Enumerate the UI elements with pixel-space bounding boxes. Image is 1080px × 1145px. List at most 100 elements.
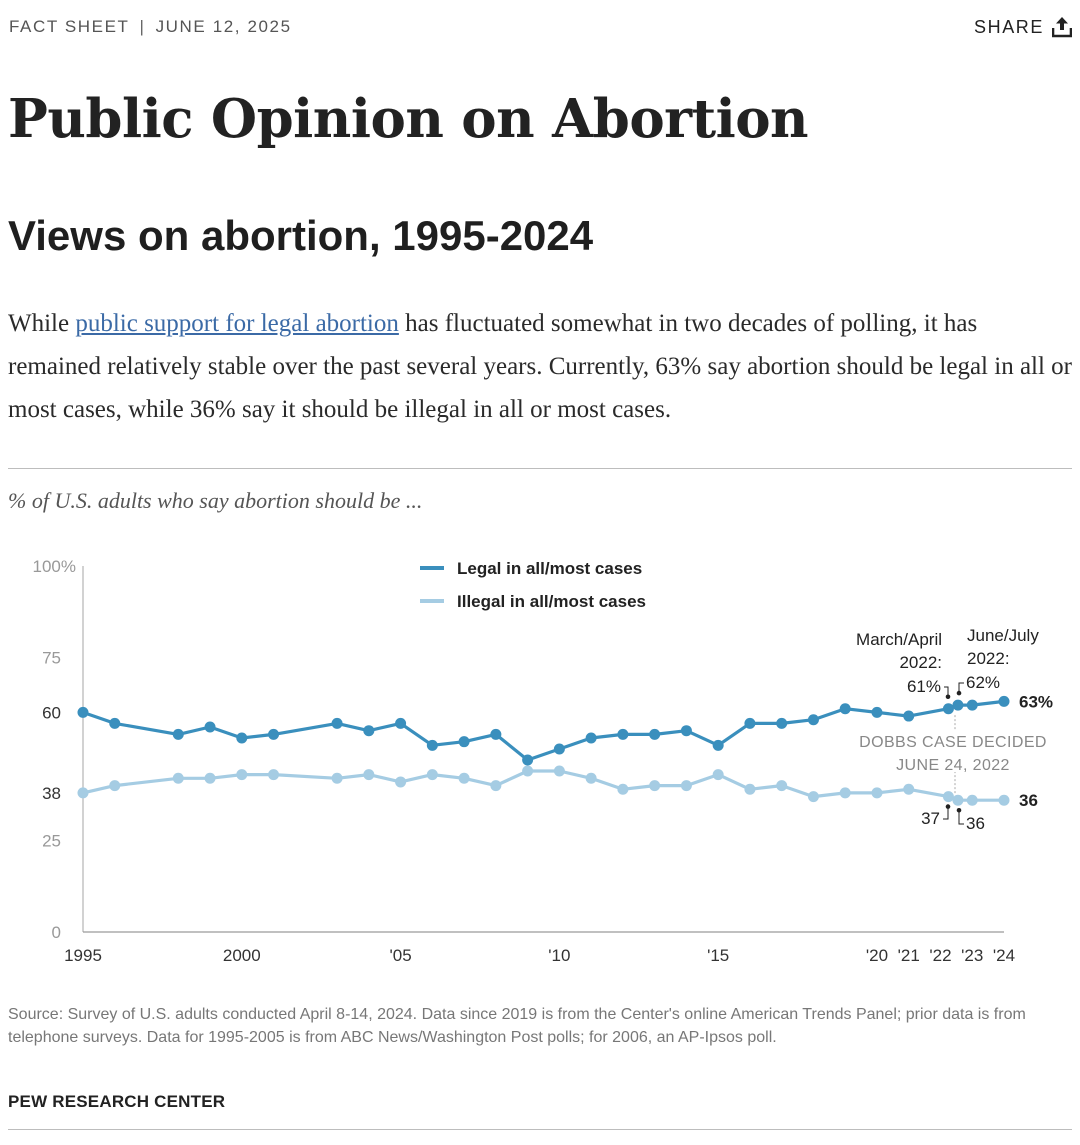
data-point-legal: [268, 728, 280, 740]
data-point-legal: [952, 699, 964, 711]
data-point-illegal: [903, 783, 915, 795]
data-point-illegal: [553, 765, 565, 777]
x-tick-label: '20: [866, 946, 888, 965]
annotation-june-july-legal-value: 62%: [966, 673, 1000, 692]
data-point-illegal: [966, 794, 978, 806]
leader-march-april-legal: [944, 686, 949, 697]
x-tick-label: '10: [548, 946, 570, 965]
data-point-legal: [331, 717, 343, 729]
data-point-illegal: [204, 772, 216, 784]
data-point-legal: [871, 706, 883, 718]
page-title: Public Opinion on Abortion: [8, 88, 809, 150]
data-point-legal: [966, 699, 978, 711]
data-point-illegal: [776, 780, 788, 792]
section-title: Views on abortion, 1995-2024: [8, 212, 594, 259]
y-tick-label: 60: [42, 703, 61, 722]
data-point-legal: [776, 717, 788, 729]
data-point-legal: [839, 703, 851, 715]
annotation-dobbs-line2: JUNE 24, 2022: [896, 757, 1010, 774]
abortion-views-line-chart: 0 25 38 60 75 100% 1995 2000 '05 '10 '15 '20 '21 '22…: [33, 557, 1054, 965]
intro-text-before: While: [8, 310, 76, 337]
annotation-dobbs-line1: DOBBS CASE DECIDED: [859, 734, 1047, 751]
data-point-legal: [395, 717, 407, 729]
data-point-legal: [426, 739, 438, 751]
data-point-illegal: [109, 780, 121, 792]
divider-top: [8, 468, 1072, 469]
data-point-legal: [998, 695, 1010, 707]
data-point-illegal: [807, 791, 819, 803]
data-point-illegal: [331, 772, 343, 784]
data-point-legal: [458, 736, 470, 748]
intro-paragraph: While public support for legal abortion …: [8, 302, 1074, 431]
data-point-legal: [712, 739, 724, 751]
x-tick-label: 2000: [223, 946, 261, 965]
annotation-june-july-line2: 2022:: [967, 649, 1010, 668]
data-point-legal: [522, 754, 534, 766]
y-tick-label: 0: [52, 923, 61, 942]
data-point-legal: [236, 732, 248, 744]
annotation-june-july-illegal-value: 36: [966, 814, 985, 833]
y-tick-label: 75: [42, 649, 61, 668]
data-point-legal: [680, 725, 692, 737]
leader-dot: [945, 694, 951, 700]
leader-dot: [956, 690, 962, 696]
brand-name: PEW RESEARCH CENTER: [8, 1092, 226, 1111]
leader-dot: [956, 807, 962, 813]
data-point-legal: [77, 706, 89, 718]
top-bar: FACT SHEET | JUNE 12, 2025 SHARE: [9, 14, 1072, 40]
annotation-june-july-line1: June/July: [967, 626, 1039, 645]
data-point-illegal: [998, 794, 1010, 806]
data-point-legal: [363, 725, 375, 737]
data-point-illegal: [942, 791, 954, 803]
x-tick-label: '22: [929, 946, 951, 965]
data-point-illegal: [363, 769, 375, 781]
data-point-legal: [942, 703, 954, 715]
data-point-illegal: [744, 783, 756, 795]
data-point-illegal: [952, 794, 964, 806]
legend-label-illegal: Illegal in all/most cases: [457, 592, 646, 611]
data-point-illegal: [649, 780, 661, 792]
share-button[interactable]: SHARE: [974, 16, 1072, 38]
legal-abortion-support-link[interactable]: public support for legal abortion: [75, 310, 399, 337]
data-point-illegal: [172, 772, 184, 784]
data-point-illegal: [458, 772, 470, 784]
intro-text-after: has fluctuated somewhat in two decades o…: [8, 310, 1073, 423]
share-upload-icon: [1052, 17, 1072, 38]
meta-separator: |: [139, 17, 146, 36]
data-point-legal: [903, 710, 915, 722]
data-point-legal: [490, 728, 502, 740]
data-point-legal: [109, 717, 121, 729]
data-point-illegal: [680, 780, 692, 792]
data-point-legal: [807, 714, 819, 726]
x-tick-label: '15: [707, 946, 729, 965]
end-label-illegal: 36: [1019, 791, 1038, 810]
data-point-illegal: [268, 769, 280, 781]
leader-june-july-illegal: [958, 810, 964, 825]
divider-bottom: [8, 1129, 1072, 1130]
data-point-illegal: [871, 787, 883, 799]
article-date: JUNE 12, 2025: [155, 17, 292, 36]
data-point-legal: [204, 721, 216, 733]
article-kicker: FACT SHEET: [9, 17, 130, 36]
annotation-march-april-illegal-value: 37: [921, 809, 940, 828]
y-tick-label: 38: [42, 784, 61, 803]
data-point-legal: [553, 743, 565, 755]
data-point-legal: [585, 732, 597, 744]
x-tick-label: '23: [961, 946, 983, 965]
data-point-illegal: [77, 787, 89, 799]
y-tick-label: 100%: [33, 557, 76, 576]
chart-subtitle: % of U.S. adults who say abortion should…: [8, 488, 423, 513]
leader-june-july-legal: [958, 682, 964, 694]
leader-dot: [945, 804, 951, 809]
leader-march-april-illegal: [943, 806, 949, 820]
y-tick-label: 25: [42, 832, 61, 851]
annotation-march-april-line2: 2022:: [899, 653, 942, 672]
data-point-legal: [172, 728, 184, 740]
data-point-illegal: [490, 780, 502, 792]
series-line-illegal: [82, 769, 1004, 802]
data-point-legal: [649, 728, 661, 740]
x-tick-label: '21: [898, 946, 920, 965]
legend-label-legal: Legal in all/most cases: [457, 559, 642, 578]
share-label: SHARE: [973, 16, 1044, 37]
data-point-legal: [744, 717, 756, 729]
